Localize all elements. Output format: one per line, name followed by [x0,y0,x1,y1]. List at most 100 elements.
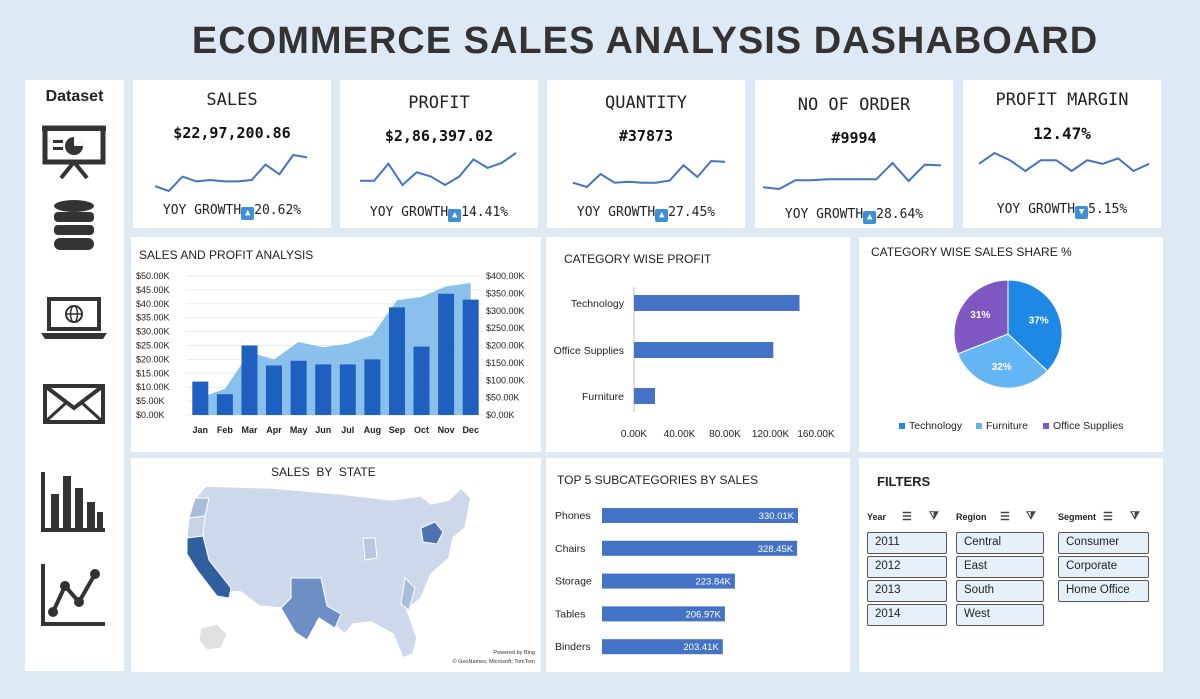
kpi-sparkline [572,159,726,189]
y-tick-label-right: $0.00K [486,410,515,420]
up-arrow-icon: ▲ [448,209,462,222]
multi-select-icon[interactable]: ☰ [1000,511,1010,523]
category-share-pie-chart: 37% 32% 31% Technology Furniture Office Suppl… [899,279,1123,432]
y-tick-label-right: $400.00K [486,271,525,281]
bar-value-label: 203.41K [683,642,719,653]
legend-label: Furniture [986,420,1028,432]
bar-value-label: 330.01K [759,511,795,522]
kpi-growth: YOY GROWTH ▲ 14.41% [340,205,538,222]
kpi-sparkline [154,153,308,193]
slicer-option[interactable]: South [956,580,1044,602]
top-subcategories-panel: TOP 5 SUBCATEGORIES BY SALES Phones 330.0… [546,458,850,672]
panel-title: CATEGORY WISE PROFIT [564,252,712,266]
pie-value-label: 31% [970,310,990,321]
pie-value-label: 37% [1029,316,1049,327]
slicer-option[interactable]: Central [956,532,1044,554]
x-tick-label: Sep [389,425,406,435]
sales-bar [438,293,455,415]
kpi-value: #37873 [618,127,674,145]
x-tick-label: 40.00K [664,429,696,440]
slicer-option[interactable]: Home Office [1058,580,1149,602]
y-tick-label-right: $50.00K [486,393,520,403]
x-tick-label: Jun [315,425,331,435]
profit-bar [634,295,800,311]
y-tick-label-right: $200.00K [486,341,525,351]
kpi-sparkline [978,151,1150,173]
growth-label: YOY GROWTH [784,207,864,222]
slicer-option[interactable]: Consumer [1058,532,1149,554]
filters-panel: FILTERS Year ☰ ⧩ 2011 2012 2013 2014 Regio… [859,458,1163,672]
subcategory-bar [602,540,798,556]
y-tick-label-left: $0.00K [136,410,165,420]
slicer-option[interactable]: East [956,556,1044,578]
x-tick-label: Jan [193,425,209,435]
sales-bar [290,360,307,415]
slicer-option[interactable]: 2013 [867,580,947,602]
kpi-value: 12.47% [1033,124,1091,143]
segment-slicer-header: Segment ☰ ⧩ [1058,510,1149,532]
presentation-icon[interactable] [39,124,109,180]
x-tick-label: Apr [266,425,282,435]
subcategory-label: Tables [555,608,585,620]
growth-label: YOY GROWTH [996,202,1076,217]
kpi-title: PROFIT MARGIN [995,90,1129,110]
kpi-card-quantity: QUANTITY #37873 YOY GROWTH ▲ 27.45% [547,80,745,228]
kpi-value: $2,86,397.02 [384,127,494,145]
kpi-growth: YOY GROWTH ▼ 5.15% [963,202,1161,219]
sales-bar [266,365,282,415]
line-chart-icon[interactable] [39,562,109,628]
legend-swatch [1043,423,1049,429]
database-icon[interactable] [39,198,109,252]
subcategory-bar [602,573,735,589]
panel-title: SALES AND PROFIT ANALYSIS [139,248,314,262]
slicer-label: Region [956,512,987,522]
x-tick-label: 160.00K [797,429,835,440]
bar-value-label: 223.84K [695,577,731,588]
multi-select-icon[interactable]: ☰ [902,511,912,523]
subcategory-bar [602,639,723,655]
slicer-label: Segment [1058,512,1097,522]
region-slicer-header: Region ☰ ⧩ [956,510,1044,532]
segment-slicer: Segment ☰ ⧩ Consumer Corporate Home Office [1058,510,1149,604]
year-slicer: Year ☰ ⧩ 2011 2012 2013 2014 [867,510,947,628]
bar-value-label: 206.97K [685,609,721,620]
slicer-option[interactable]: Corporate [1058,556,1149,578]
x-tick-label: Jul [341,425,354,435]
us-states-map[interactable]: Powered by Bing © GeoNames, Microsoft, T… [131,458,541,672]
growth-label: YOY GROWTH [576,205,656,220]
laptop-globe-icon[interactable] [39,295,109,343]
up-arrow-icon: ▲ [241,207,255,220]
y-tick-label-right: $100.00K [486,375,525,385]
sparkline-path [572,159,726,189]
clear-filter-icon[interactable]: ⧩ [1026,510,1036,522]
sales-bar [364,359,381,415]
kpi-card-sales: SALES $22,97,200.86 YOY GROWTH ▲ 20.62% [133,80,331,228]
sales-bar [192,381,209,415]
growth-value: 28.64% [876,207,924,222]
y-tick-label-left: $10.00K [136,382,170,392]
sparkline-path [762,161,942,191]
clear-filter-icon[interactable]: ⧩ [929,510,939,522]
legend-label: Office Supplies [1053,420,1123,432]
bar-chart-icon[interactable] [39,470,109,534]
y-tick-label-left: $20.00K [136,354,170,364]
slicer-option[interactable]: 2012 [867,556,947,578]
y-tick-label-left: $5.00K [136,396,165,406]
slicer-option[interactable]: 2011 [867,532,947,554]
slicer-option[interactable]: West [956,604,1044,626]
growth-value: 20.62% [254,203,302,218]
dataset-sidebar: Dataset [25,80,124,671]
sparkline-path [978,151,1150,173]
x-tick-label: Nov [438,425,455,435]
mail-icon[interactable] [39,382,109,426]
kpi-title: SALES [206,90,258,110]
slicer-option[interactable]: 2014 [867,604,947,626]
panel-title: TOP 5 SUBCATEGORIES BY SALES [557,473,759,487]
region-slicer: Region ☰ ⧩ Central East South West [956,510,1044,628]
growth-label: YOY GROWTH [369,205,449,220]
y-tick-label-left: $30.00K [136,327,170,337]
pie-value-label: 32% [992,362,1012,373]
x-tick-label: Aug [364,425,382,435]
multi-select-icon[interactable]: ☰ [1103,511,1113,523]
clear-filter-icon[interactable]: ⧩ [1130,510,1140,522]
